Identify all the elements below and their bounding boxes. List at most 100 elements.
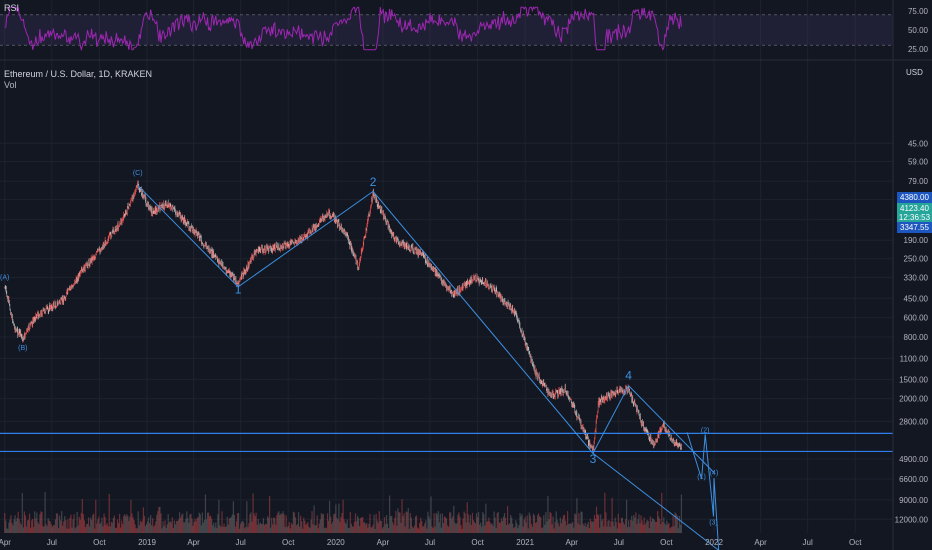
wave-annotations[interactable]: 12345(A)(B)(C)(1)(2)(3)(4)(5): [0, 170, 893, 550]
candle-body: [613, 394, 615, 396]
volume-bar: [473, 521, 476, 533]
candle-body: [25, 337, 26, 338]
volume-bar: [554, 521, 556, 533]
candle-body: [472, 279, 474, 281]
volume-bar: [445, 518, 448, 533]
candle-body: [542, 384, 544, 386]
candle-body: [528, 353, 530, 355]
candle-body: [34, 319, 36, 321]
countdown-badge: 12:36:53: [897, 212, 932, 223]
candle-body: [597, 412, 599, 414]
candle-body: [570, 402, 572, 403]
volume-bar: [665, 525, 667, 533]
candle-body: [577, 417, 578, 419]
candle-body: [494, 293, 496, 294]
candle-body: [486, 285, 487, 287]
volume-bar: [109, 526, 111, 533]
candle-body: [4, 287, 6, 289]
candle-body: [444, 284, 446, 286]
candle-body: [106, 243, 107, 244]
candle-body: [367, 222, 369, 224]
price-axis[interactable]: 12000.009000.006600.004900.002800.002000…: [892, 0, 929, 550]
candle-body: [242, 273, 244, 275]
volume-bar: [50, 524, 52, 533]
volume-bar: [76, 511, 78, 533]
volume-bar: [378, 511, 380, 533]
candle-body: [245, 272, 247, 273]
candle-body: [138, 189, 140, 190]
candle-body: [417, 253, 418, 255]
candle-body: [366, 230, 368, 231]
candle-body: [601, 401, 603, 403]
candle-body: [436, 275, 438, 277]
candle-body: [526, 347, 528, 349]
candle-body: [150, 211, 152, 212]
candle-body: [180, 217, 181, 219]
candle-body: [139, 190, 141, 191]
volume-bar: [77, 525, 79, 533]
volume-bar: [305, 524, 307, 533]
volume-bar: [425, 520, 427, 533]
candle-body: [304, 236, 306, 237]
candle-body: [228, 272, 230, 273]
candle-body: [527, 349, 529, 350]
candle-body: [591, 446, 592, 448]
candle-body: [109, 235, 111, 236]
candle-body: [142, 197, 144, 198]
candle-body: [47, 311, 49, 312]
volume-bar: [573, 527, 575, 533]
candle-body: [565, 392, 567, 394]
candle-body: [395, 238, 397, 240]
candle-body: [164, 207, 166, 208]
candle-body: [430, 266, 432, 268]
candle-body: [237, 282, 239, 284]
volume-bar: [576, 498, 578, 533]
candle-body: [67, 293, 69, 294]
candle-body: [525, 343, 527, 345]
candle-body: [675, 442, 677, 444]
candle-body: [234, 279, 235, 281]
candle-body: [58, 302, 60, 304]
candle-body: [459, 292, 461, 294]
candle-body: [511, 311, 513, 312]
candle-body: [480, 281, 482, 282]
volume-bar: [9, 519, 11, 533]
volume-bar: [144, 525, 147, 533]
candle-body: [37, 314, 39, 316]
volume-bar: [396, 525, 398, 533]
candle-body: [439, 276, 441, 278]
candle-body: [463, 287, 464, 288]
candle-body: [350, 243, 352, 245]
candle-body: [376, 200, 378, 202]
candle-body: [388, 226, 390, 227]
volume-bar: [581, 511, 583, 533]
volume-bar: [49, 521, 51, 533]
candle-body: [220, 264, 221, 265]
candle-body: [605, 398, 607, 400]
candle-body: [468, 282, 470, 284]
volume-bar: [540, 517, 542, 533]
candle-body: [296, 243, 298, 245]
candle-body: [92, 259, 94, 261]
candle-body: [400, 243, 401, 245]
candle-body: [41, 314, 43, 316]
volume-bar: [266, 516, 269, 533]
candle-body: [650, 440, 651, 441]
candle-body: [573, 405, 575, 407]
time-axis[interactable]: Apr Jul Oct 2019 Apr Jul Oct 2020 Apr Jul Oct 2021 A…: [0, 538, 862, 547]
candle-body: [295, 241, 297, 243]
candle-body: [579, 418, 580, 419]
volume-bar: [667, 524, 669, 533]
candle-body: [279, 249, 281, 251]
candle-body: [447, 288, 449, 290]
volume-bar: [496, 513, 498, 533]
candle-body: [96, 251, 98, 253]
candle-body: [294, 242, 296, 243]
candle-body: [105, 244, 106, 246]
upper-level-badge: 4380.00: [897, 192, 932, 203]
candle-body: [295, 241, 296, 243]
candle-body: [291, 241, 293, 242]
volume-bar: [637, 519, 639, 533]
candle-body: [474, 278, 475, 280]
